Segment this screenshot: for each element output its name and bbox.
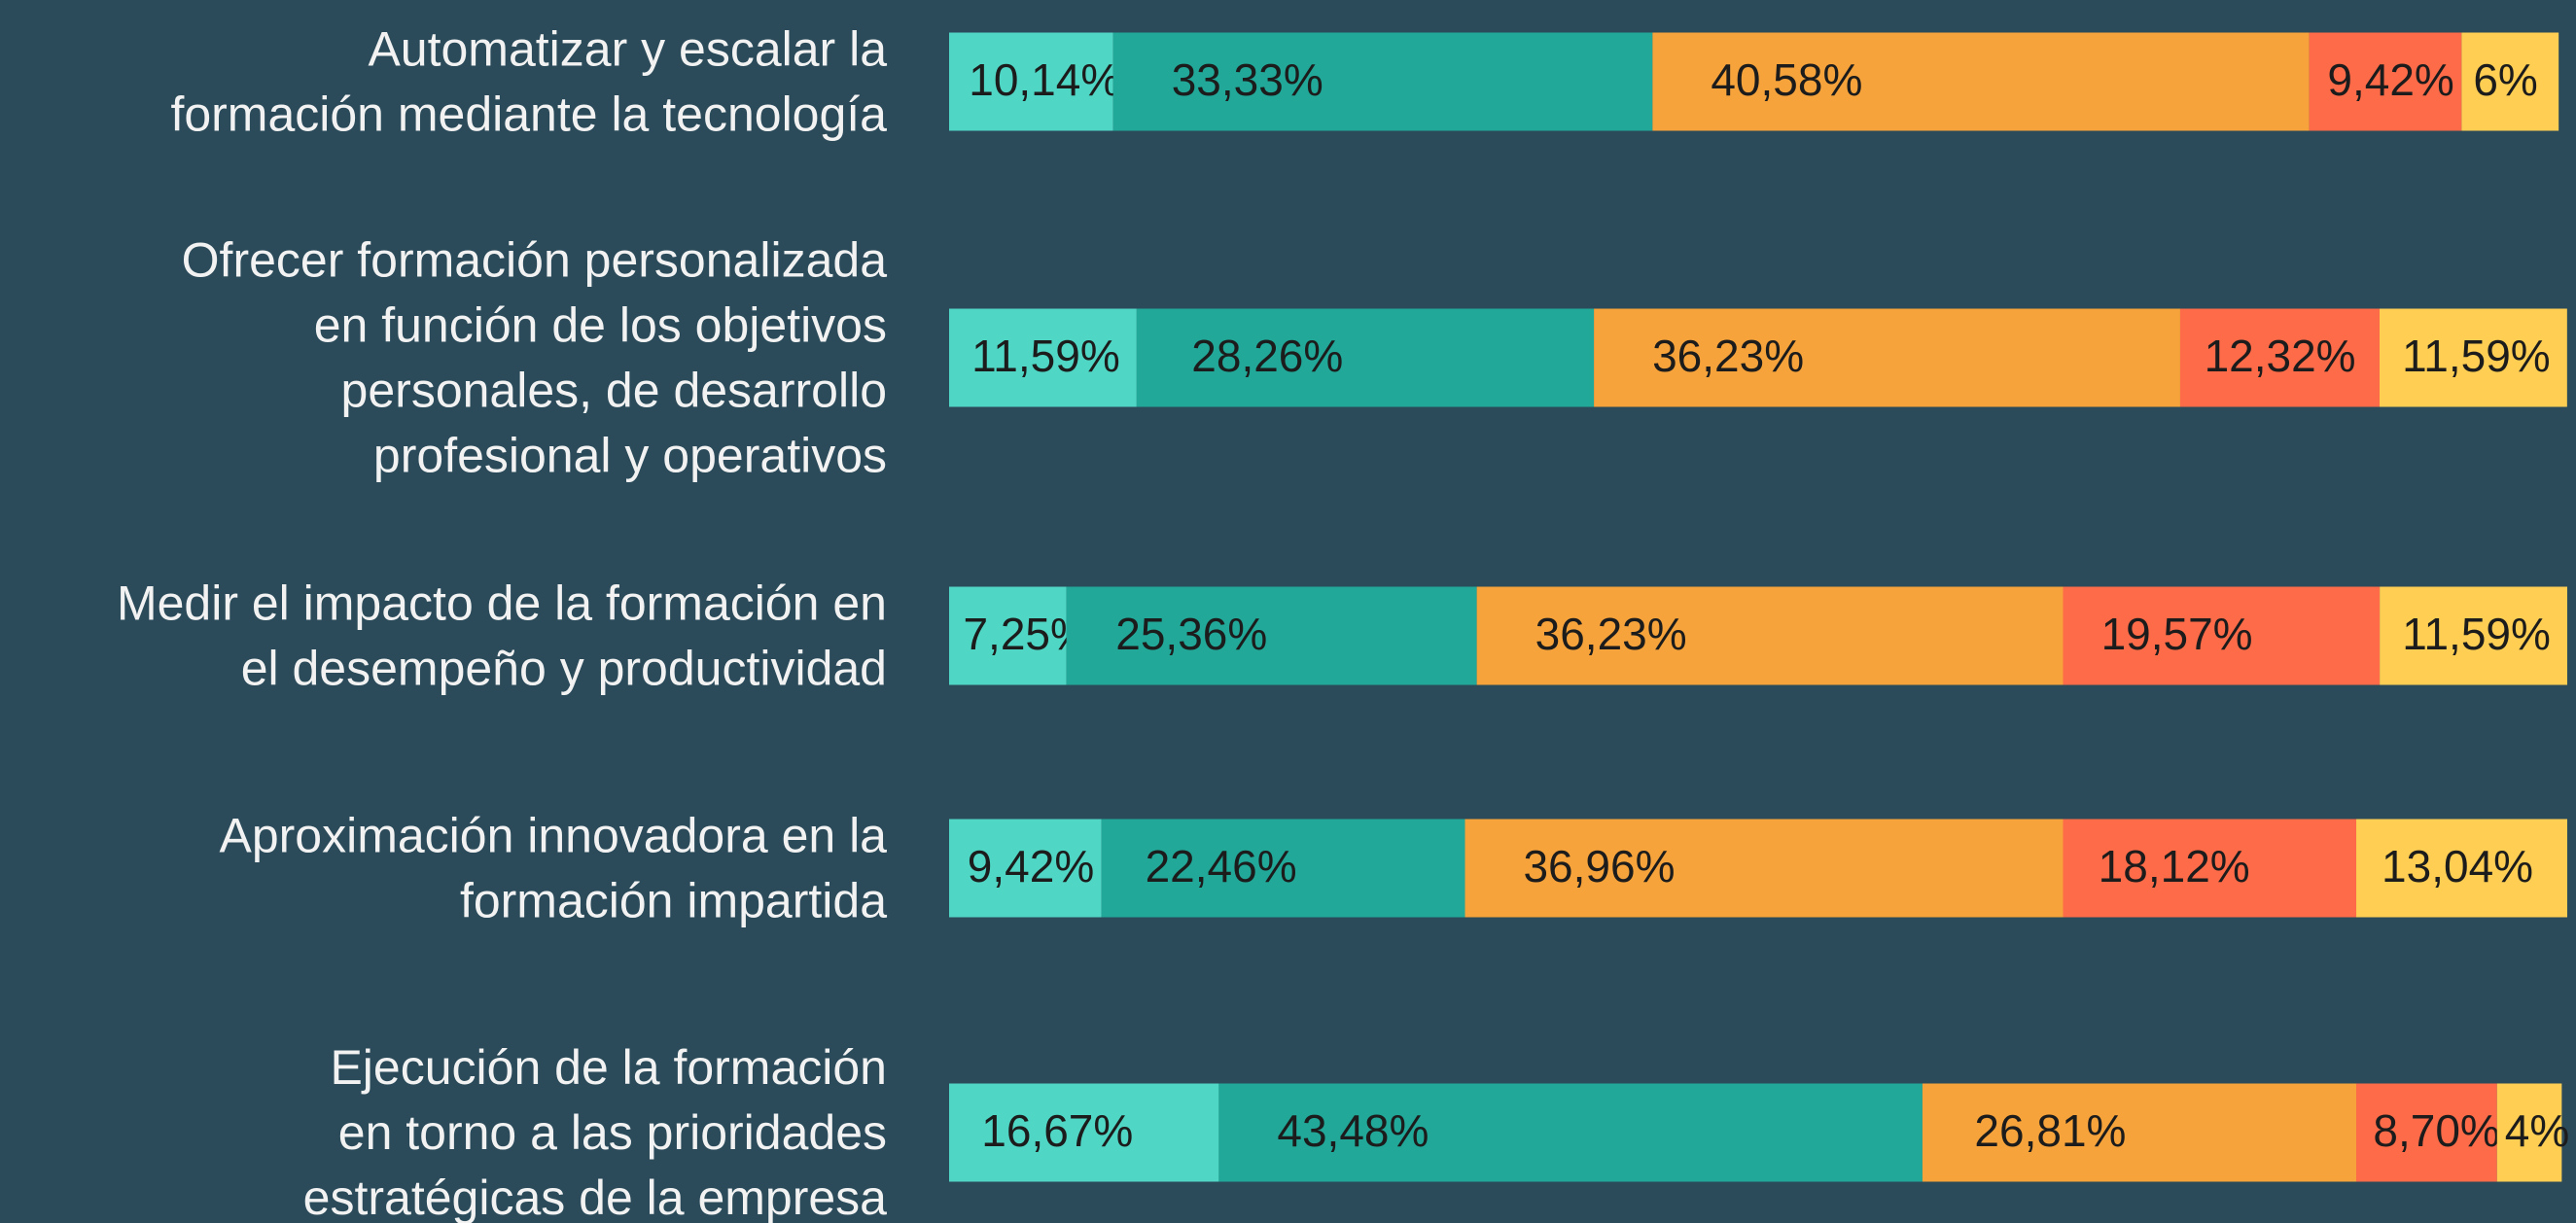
bar-segment	[2379, 308, 2567, 407]
value-label: 11,59%	[971, 331, 1120, 381]
bar-segment	[2496, 1083, 2562, 1182]
value-label: 9,42%	[968, 841, 1094, 891]
category-label: Automatizar y escalar la formación median…	[170, 22, 887, 142]
value-label: 26,81%	[1974, 1105, 2126, 1156]
value-label: 9,42%	[2327, 54, 2453, 105]
value-label: 12,32%	[2205, 331, 2356, 381]
value-label: 13,04%	[2382, 841, 2533, 891]
value-label: 36,96%	[1523, 841, 1675, 891]
value-label: 25,36%	[1115, 609, 1267, 659]
bar-segment	[2356, 1083, 2497, 1182]
bar-segment	[2063, 586, 2381, 685]
bar-segment	[949, 308, 1137, 407]
value-label: 28,26%	[1191, 331, 1343, 381]
bar-segment	[2179, 308, 2380, 407]
bar-segment	[949, 32, 1113, 131]
value-label: 40,58%	[1711, 54, 1862, 105]
value-label: 19,57%	[2101, 609, 2253, 659]
value-label: 6%	[2473, 54, 2537, 105]
value-label: 10,14%	[969, 54, 1120, 105]
bar-segment	[1218, 1083, 1923, 1182]
bar-segment	[1136, 308, 1595, 407]
value-label: 4%	[2505, 1105, 2569, 1156]
value-label: 43,48%	[1277, 1105, 1429, 1156]
category-label: Ejecución de la formación en torno a las …	[303, 1040, 888, 1223]
bar-segment	[1101, 819, 1465, 918]
bar-segment	[949, 1083, 1219, 1182]
bar-segment	[1066, 586, 1477, 685]
value-label: 36,23%	[1535, 609, 1687, 659]
value-label: 11,59%	[2402, 609, 2551, 659]
bar-segment	[1112, 32, 1653, 131]
bar-segment	[2063, 819, 2357, 918]
value-label: 8,70%	[2373, 1105, 2499, 1156]
bar-segment	[1652, 32, 2310, 131]
bar-segment	[2309, 32, 2462, 131]
value-label: 16,67%	[981, 1105, 1133, 1156]
bar-segment	[949, 586, 1067, 685]
value-label: 11,59%	[2402, 331, 2551, 381]
value-label: 33,33%	[1172, 54, 1323, 105]
bar-segment	[1594, 308, 2180, 407]
bar-segment	[2461, 32, 2559, 131]
bar-segment	[2380, 586, 2567, 685]
category-label: Aproximación innovadora en la formación i…	[219, 809, 887, 928]
bar-segment	[949, 819, 1102, 918]
value-label: 18,12%	[2099, 841, 2250, 891]
bar-segment	[1922, 1083, 2357, 1182]
bar-segment	[1464, 819, 2064, 918]
value-label: 22,46%	[1146, 841, 1297, 891]
value-label: 36,23%	[1652, 331, 1804, 381]
category-label: Medir el impacto de la formación en el de…	[117, 577, 887, 696]
bar-segment	[2356, 819, 2567, 918]
bar-segment	[1476, 586, 2064, 685]
category-label: Ofrecer formación personalizada en funció…	[182, 233, 888, 483]
